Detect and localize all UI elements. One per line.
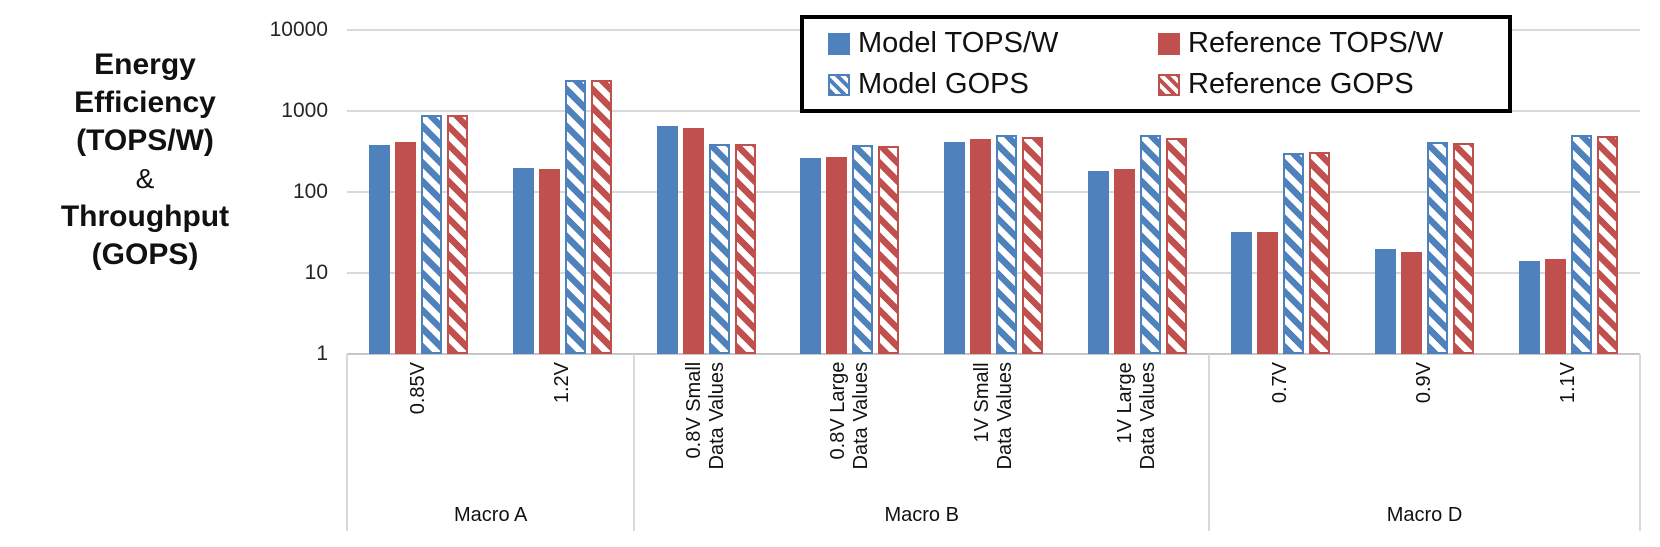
legend-swatch-icon: [1158, 73, 1180, 96]
bar-s0-c8: [1518, 261, 1540, 354]
legend-swatch-icon: [828, 73, 850, 96]
y-tick-label: 10: [304, 261, 328, 284]
category-label: 1V Small Data Values: [929, 362, 1059, 482]
category-label-text: 1V Large Data Values: [1114, 362, 1160, 470]
bar-s0-c1: [513, 167, 534, 354]
bar-s3-c8: [1596, 135, 1618, 354]
bar-s0-c5: [1087, 170, 1109, 354]
bar-s1-c6: [1257, 232, 1279, 354]
legend-label: Model GOPS: [858, 68, 1029, 100]
bar-s1-c0: [395, 142, 417, 354]
bar-s1-c7: [1401, 252, 1422, 354]
category-label: 0.85V: [354, 362, 484, 482]
bar-s1-c5: [1113, 168, 1135, 354]
bar-s1-c4: [970, 139, 991, 354]
y-axis-title-line: (GOPS): [91, 238, 199, 271]
group-divider: [633, 354, 636, 531]
bar-s3-c0: [447, 114, 469, 354]
bar-s0-c2: [656, 126, 678, 354]
grid-line: [347, 191, 1640, 193]
bar-s2-c8: [1570, 135, 1592, 354]
legend-label: Reference GOPS: [1188, 68, 1414, 100]
bar-s0-c7: [1375, 248, 1396, 354]
group-divider: [346, 354, 348, 531]
group-divider: [1208, 354, 1210, 531]
category-label-text: 0.9V: [1413, 362, 1435, 404]
bar-s3-c6: [1309, 152, 1331, 354]
category-label-text: 0.8V Large Data Values: [826, 362, 872, 470]
category-label-text: 0.8V Small Data Values: [683, 362, 729, 470]
y-tick-label: 100: [292, 180, 328, 203]
bar-s2-c3: [852, 145, 874, 354]
y-axis-title-line: (TOPS/W): [76, 124, 214, 157]
legend-item-1: Reference TOPS/W: [1158, 27, 1508, 60]
bar-s3-c5: [1165, 137, 1187, 354]
bar-s0-c3: [800, 157, 822, 354]
bar-s2-c2: [708, 144, 730, 354]
bar-s2-c7: [1427, 141, 1448, 354]
y-axis-title-line: &: [135, 163, 155, 194]
y-axis-title: Energy Efficiency (TOPS/W) & Throughput (GOPS…: [28, 46, 262, 274]
legend-label: Model TOPS/W: [858, 27, 1059, 59]
bar-s3-c7: [1453, 143, 1474, 354]
bar-s3-c4: [1022, 137, 1043, 354]
bar-s1-c8: [1544, 258, 1566, 354]
y-tick-label: 10000: [269, 18, 328, 41]
legend-item-0: Model TOPS/W: [828, 27, 1158, 60]
y-axis-title-line: Throughput: [60, 200, 230, 233]
legend-label: Reference TOPS/W: [1188, 27, 1444, 59]
bar-s2-c6: [1283, 153, 1305, 354]
bar-s3-c2: [734, 144, 756, 354]
category-label-text: 0.7V: [1269, 362, 1292, 404]
y-axis-title-line: Energy: [94, 48, 196, 81]
category-label: 1.1V: [1503, 362, 1633, 482]
legend-swatch-icon: [828, 32, 850, 55]
legend: Model TOPS/W Reference TOPS/W Model GOPS Re…: [800, 15, 1512, 113]
group-label: Macro B: [884, 504, 959, 526]
y-axis-title-line: Efficiency: [74, 86, 216, 119]
group-label: Macro A: [454, 504, 528, 526]
bar-s0-c6: [1231, 232, 1253, 354]
category-label: 1V Large Data Values: [1072, 362, 1202, 482]
bar-s2-c4: [996, 135, 1017, 354]
bar-s1-c2: [682, 128, 704, 354]
y-tick-label: 1000: [281, 99, 328, 122]
legend-swatch-icon: [1158, 32, 1180, 55]
category-label-text: 1.1V: [1556, 362, 1579, 404]
bar-s1-c1: [539, 168, 560, 354]
category-label: 1.2V: [498, 362, 628, 482]
bar-s0-c0: [369, 145, 391, 354]
category-label-text: 1.2V: [551, 362, 573, 404]
legend-item-3: Reference GOPS: [1158, 68, 1508, 101]
bar-s3-c3: [878, 146, 900, 354]
group-divider: [1639, 354, 1641, 531]
category-label: 0.9V: [1360, 362, 1490, 482]
bar-s2-c1: [565, 80, 586, 354]
group-label: Macro D: [1386, 504, 1463, 526]
bar-s3-c1: [591, 79, 612, 354]
bar-s1-c3: [826, 157, 848, 354]
category-label: 0.8V Small Data Values: [641, 362, 771, 482]
bar-s0-c4: [944, 141, 965, 354]
bar-s2-c0: [421, 115, 443, 354]
legend-item-2: Model GOPS: [828, 68, 1158, 101]
category-label: 0.8V Large Data Values: [785, 362, 915, 482]
grid-line: [347, 353, 1640, 355]
category-label-text: 1V Small Data Values: [970, 362, 1016, 470]
category-label-text: 0.85V: [407, 362, 430, 415]
bar-s2-c5: [1139, 135, 1161, 354]
grid-line: [347, 272, 1640, 274]
y-tick-label: 1: [316, 342, 328, 365]
category-label: 0.7V: [1216, 362, 1346, 482]
